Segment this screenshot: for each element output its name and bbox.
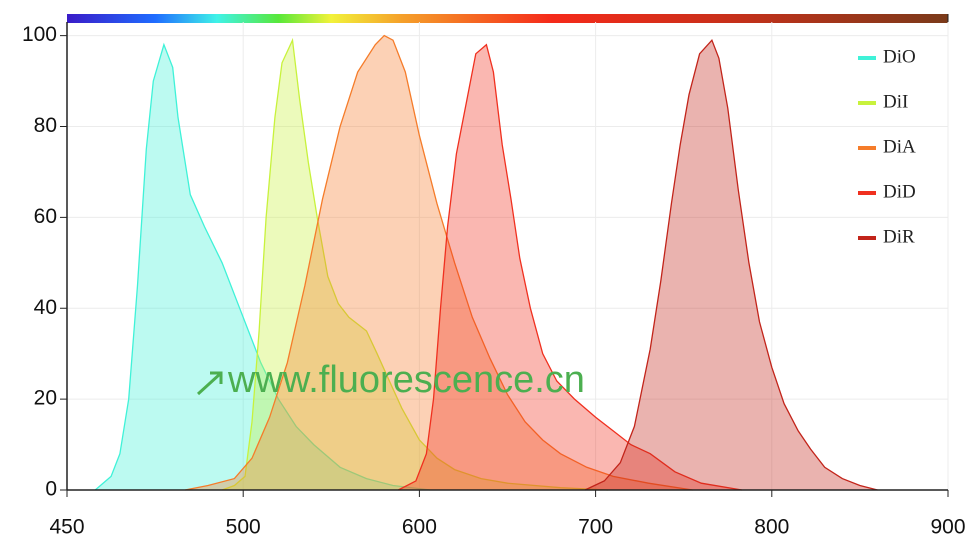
y-tick-label: 100 <box>22 23 57 46</box>
series-line <box>398 43 742 491</box>
area-fill <box>398 44 742 490</box>
legend-label: DiI <box>883 91 908 112</box>
legend-label: DiD <box>883 181 916 202</box>
areas <box>94 34 878 491</box>
y-tick-label: 0 <box>45 478 57 501</box>
series-line <box>584 38 878 491</box>
area-fill <box>222 40 608 490</box>
area-fill <box>185 35 693 490</box>
legend-label: DiO <box>883 46 916 67</box>
x-tick-label: 900 <box>930 516 965 539</box>
series-line <box>221 37 608 491</box>
series-line <box>94 42 431 491</box>
x-tick-label: 500 <box>226 516 261 539</box>
legend-label: DiA <box>883 136 916 157</box>
legend: DiO DiI DiA DiD DiR <box>858 46 916 247</box>
y-tick-label: 60 <box>34 205 57 228</box>
x-tick-label: 800 <box>754 516 789 539</box>
y-tick-label: 40 <box>34 296 57 319</box>
series-line <box>184 34 693 491</box>
watermark-arrow <box>196 371 223 396</box>
x-tick-label: 700 <box>578 516 613 539</box>
x-tick-label: 450 <box>49 516 84 539</box>
legend-label: DiR <box>883 226 915 247</box>
y-tick-label: 80 <box>34 114 57 137</box>
area-fill <box>95 44 430 490</box>
area-fill <box>585 40 878 490</box>
spectrum-bar <box>67 14 948 23</box>
watermark: www.fluorescence.cn <box>227 359 585 401</box>
x-tick-label: 600 <box>402 516 437 539</box>
y-tick-label: 20 <box>34 387 57 410</box>
